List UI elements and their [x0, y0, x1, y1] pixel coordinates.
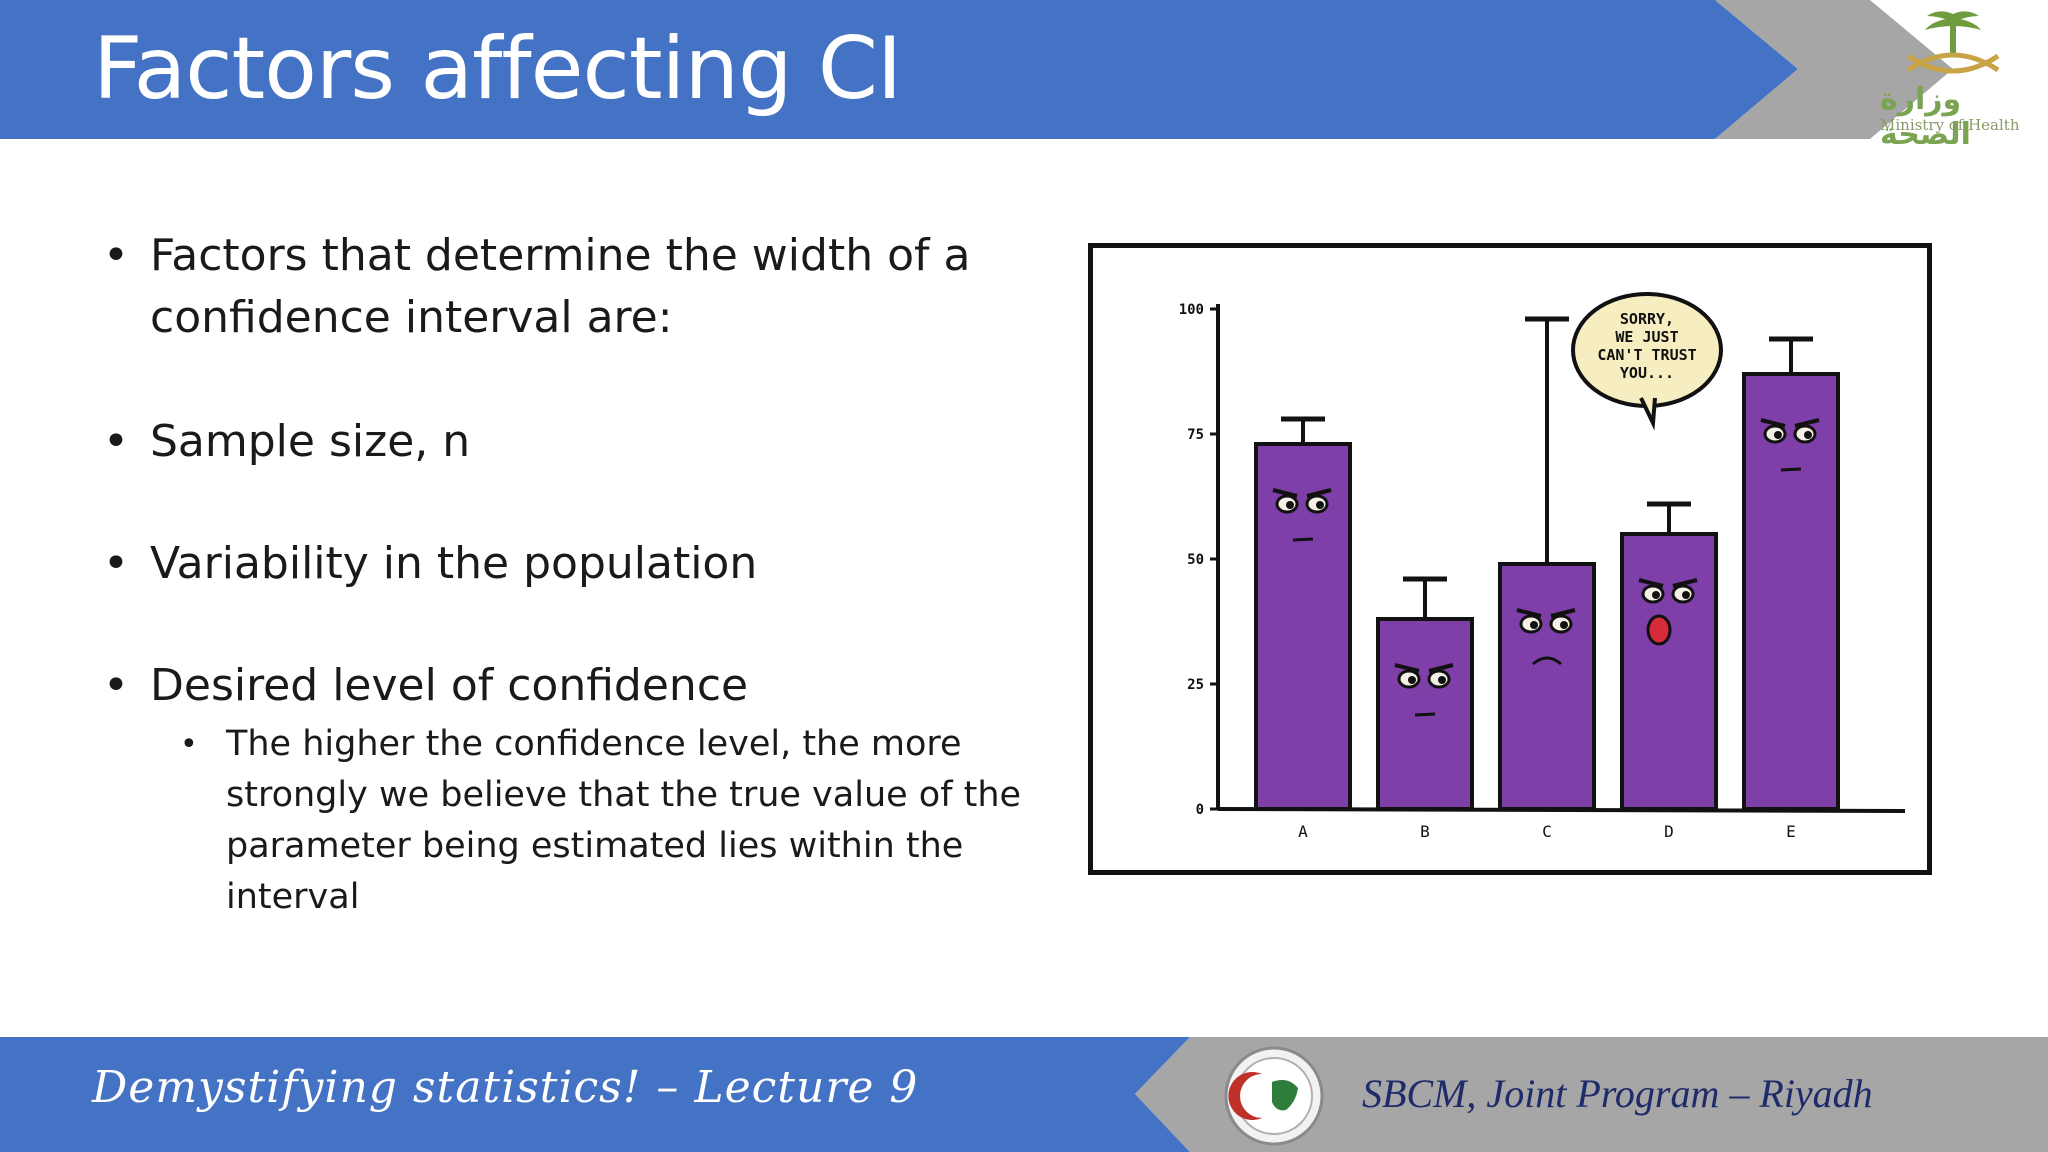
bar-face-brow: [1760, 418, 1786, 428]
sbcm-logo: [1224, 1046, 1324, 1146]
sub-bullet-glyph: •: [180, 727, 198, 762]
ministry-logo: [1906, 11, 2000, 74]
bullet-text: Factors that determine the width of a co…: [150, 230, 971, 343]
y-tick-label: 0: [1196, 802, 1204, 818]
sub-bullet-item: • The higher the confidence level, the m…: [95, 719, 1046, 923]
bar: [1376, 617, 1474, 811]
x-tick-label: B: [1420, 822, 1430, 841]
header-bar: [0, 0, 2048, 139]
bar-face-brow: [1516, 608, 1542, 618]
bar: [1498, 562, 1596, 811]
bullet-text: Desired level of confidence: [150, 660, 749, 711]
bar: [1254, 442, 1352, 811]
bar-face-pupil: [1316, 501, 1324, 509]
bullet-glyph: •: [103, 538, 129, 589]
bar-face-pupil: [1804, 431, 1812, 439]
bullet-text: Variability in the population: [150, 538, 758, 589]
bullet-glyph: •: [103, 660, 129, 711]
speech-bubble-text: YOU...: [1620, 364, 1674, 382]
x-tick-label: C: [1542, 822, 1552, 841]
x-tick-label: A: [1298, 822, 1308, 841]
bar-face-pupil: [1530, 621, 1538, 629]
bar-face-brow: [1550, 608, 1576, 618]
speech-bubble-tail: [1639, 397, 1657, 431]
bar-face-mouth: [1780, 467, 1802, 472]
bar-face-mouth: [1292, 537, 1314, 542]
footer-lecture-title: Demystifying statistics! – Lecture 9: [92, 1062, 919, 1113]
y-tick-label: 25: [1187, 677, 1204, 693]
bar-face-brow: [1306, 488, 1332, 498]
bullet-item: • Sample size, n: [95, 411, 1025, 473]
bar-face-brow: [1394, 663, 1420, 673]
slide-title: Factors affecting CI: [93, 19, 902, 119]
bar-face-pupil: [1286, 501, 1294, 509]
x-tick-label: E: [1786, 822, 1796, 841]
bar-face-brow: [1638, 578, 1664, 588]
bar-face-mouth: [1646, 614, 1672, 646]
bullet-text: Sample size, n: [150, 416, 471, 467]
bar-face-brow: [1428, 663, 1454, 673]
bullet-glyph: •: [103, 230, 129, 281]
bar-face-mouth: [1414, 712, 1436, 717]
speech-bubble-text: WE JUST: [1615, 328, 1678, 346]
bar-face-pupil: [1682, 591, 1690, 599]
cartoon-chart-frame: 0 25 50 75 100 A B C D E SORRY, WE JUST CAN'T TRUST Y…: [1088, 243, 1932, 875]
ministry-logo-english-text: Ministry of Health: [1880, 116, 2020, 134]
footer-bar: [0, 1037, 2048, 1152]
bar-face-pupil: [1560, 621, 1568, 629]
speech-bubble-text: SORRY,: [1620, 310, 1674, 328]
bullet-item: • Variability in the population: [95, 533, 1025, 595]
ministry-logo-arabic-text: وزارة الصحة: [1880, 82, 1971, 152]
x-tick-label: D: [1664, 822, 1674, 841]
bullet-list: • Factors that determine the width of a …: [95, 225, 1025, 923]
bar-face-pupil: [1408, 676, 1416, 684]
bar: [1620, 532, 1718, 811]
bar-face-pupil: [1652, 591, 1660, 599]
sub-bullet-text: The higher the confidence level, the mor…: [226, 724, 1022, 917]
bullet-item: • Factors that determine the width of a …: [95, 225, 1030, 349]
bar-face-pupil: [1438, 676, 1446, 684]
bar-face-brow: [1794, 418, 1820, 428]
bar-face-brow: [1272, 488, 1298, 498]
bullet-item: • Desired level of confidence: [95, 655, 1025, 717]
footer-program-name: SBCM, Joint Program – Riyadh: [1362, 1071, 1873, 1116]
bar-face-brow: [1672, 578, 1698, 588]
y-tick-label: 100: [1179, 302, 1204, 318]
bullet-glyph: •: [103, 416, 129, 467]
speech-bubble-text: CAN'T TRUST: [1597, 346, 1696, 364]
bar-face-mouth: [1532, 656, 1562, 666]
bar: [1742, 372, 1840, 811]
y-tick-label: 75: [1187, 427, 1204, 443]
y-tick-label: 50: [1187, 552, 1204, 568]
bar-face-pupil: [1774, 431, 1782, 439]
